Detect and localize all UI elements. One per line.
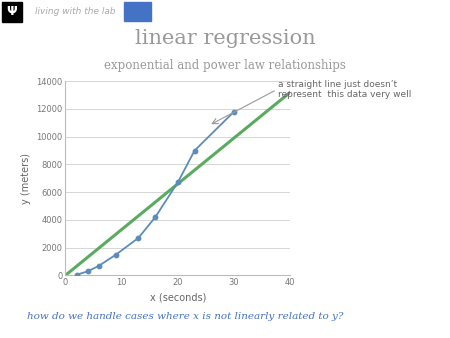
FancyBboxPatch shape — [124, 2, 151, 21]
Text: linear regression: linear regression — [135, 29, 315, 48]
Text: how do we handle cases where x is not linearly related to y?: how do we handle cases where x is not li… — [27, 312, 343, 320]
Text: Ψ: Ψ — [6, 5, 17, 18]
Y-axis label: y (meters): y (meters) — [21, 153, 31, 204]
X-axis label: x (seconds): x (seconds) — [149, 293, 206, 303]
Text: exponential and power law relationships: exponential and power law relationships — [104, 59, 346, 72]
Text: a straight line just doesn’t
represent  this data very well: a straight line just doesn’t represent t… — [278, 80, 411, 99]
FancyBboxPatch shape — [2, 2, 22, 22]
Text: living with the lab: living with the lab — [35, 7, 115, 16]
